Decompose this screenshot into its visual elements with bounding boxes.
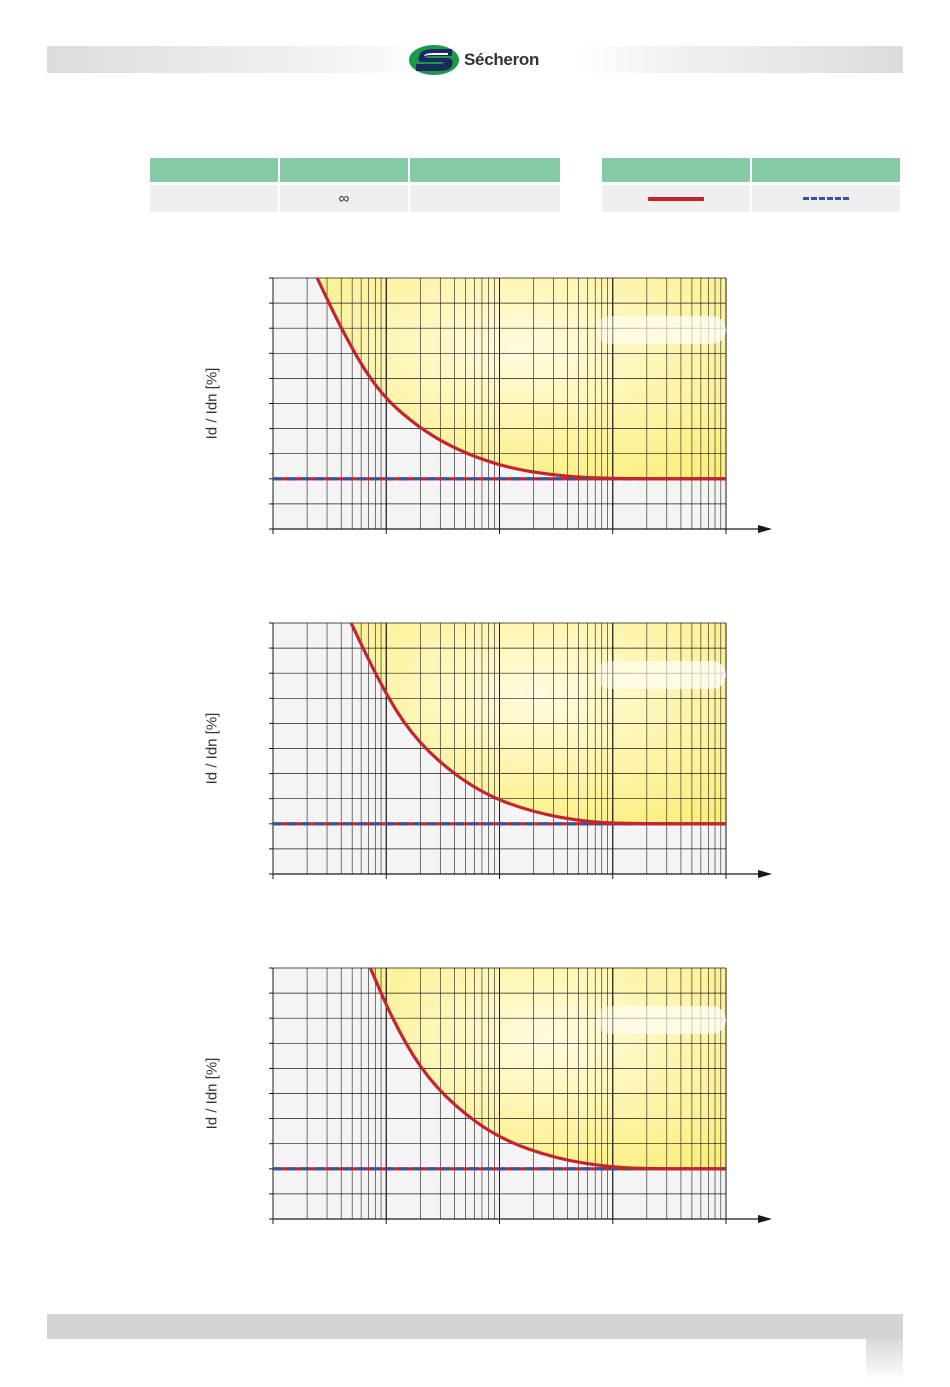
page-tab xyxy=(866,1339,903,1379)
table-cell xyxy=(410,185,560,212)
table-header-cell xyxy=(602,158,750,182)
series-solid-curve xyxy=(368,967,726,1171)
secheron-logo-icon xyxy=(409,45,459,75)
solid-line-swatch xyxy=(648,196,704,201)
parameter-table: ∞ xyxy=(150,158,562,212)
label-placeholder-band xyxy=(596,1006,726,1034)
label-placeholder-band xyxy=(596,661,726,689)
footer-band xyxy=(47,1314,903,1339)
series-solid-curve xyxy=(315,277,726,481)
series-solid-curve xyxy=(349,622,726,826)
table-header-cell xyxy=(752,158,900,182)
grid xyxy=(272,277,727,530)
table-cell xyxy=(150,185,278,212)
legend-cell-solid xyxy=(602,185,750,212)
chart-3-ylabel: Id / Idn [%] xyxy=(203,1057,221,1130)
chart-1 xyxy=(269,277,772,534)
chart-3 xyxy=(269,967,772,1224)
chart-2-ylabel: Id / Idn [%] xyxy=(203,712,221,785)
chart-2 xyxy=(269,622,772,879)
legend-row xyxy=(602,185,902,212)
table-header-cell xyxy=(280,158,408,182)
company-logo: Sécheron xyxy=(408,44,548,76)
x-axis-arrow-icon xyxy=(758,1215,772,1223)
chart-1-ylabel: Id / Idn [%] xyxy=(203,367,221,440)
legend-cell-dashed xyxy=(752,185,900,212)
logo-text: Sécheron xyxy=(464,50,540,69)
table-header-row xyxy=(150,158,562,185)
header-band xyxy=(47,46,903,73)
dashed-line-swatch xyxy=(803,197,849,200)
table-cell: ∞ xyxy=(280,185,408,212)
table-row: ∞ xyxy=(150,185,562,212)
x-axis-arrow-icon xyxy=(758,525,772,533)
table-header-cell xyxy=(410,158,560,182)
legend-header-row xyxy=(602,158,902,185)
legend-table xyxy=(602,158,902,212)
label-placeholder-band xyxy=(596,316,726,344)
x-axis-arrow-icon xyxy=(758,870,772,878)
table-header-cell xyxy=(150,158,278,182)
grid xyxy=(272,622,727,875)
